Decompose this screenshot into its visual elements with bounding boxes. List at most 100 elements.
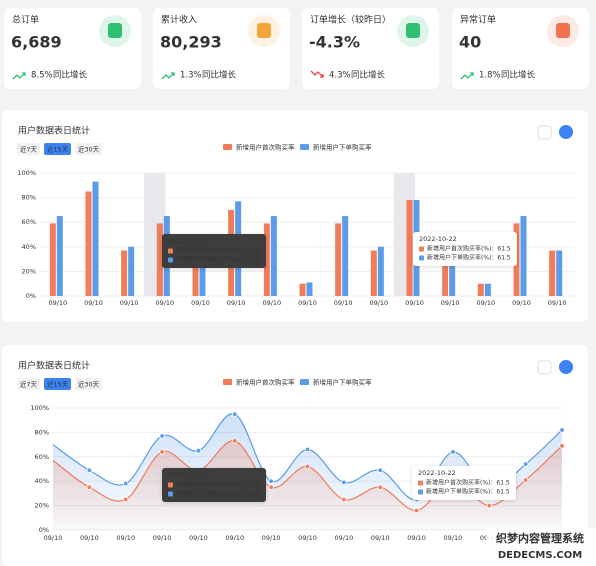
card-change: 1.8% bbox=[479, 71, 501, 81]
point bbox=[559, 427, 565, 433]
chart-title: 用户数据表日统计 bbox=[18, 125, 90, 137]
tab[interactable] bbox=[17, 143, 40, 155]
trend-arrow bbox=[310, 70, 324, 78]
legend-label: 新增用户首次购买率 bbox=[236, 378, 295, 387]
point bbox=[486, 502, 492, 509]
x-tick-label: 09/10 bbox=[153, 534, 172, 542]
tab-label[interactable]: 近15天 bbox=[47, 145, 69, 154]
refresh-btn[interactable] bbox=[559, 360, 573, 374]
tooltip-swatch bbox=[168, 248, 173, 254]
legend-label: 新增用户首次购买率 bbox=[236, 143, 295, 152]
point bbox=[522, 461, 529, 467]
tooltip-row: 新增用户首次购买率(%)：61.5 bbox=[426, 479, 510, 487]
legend-swatch bbox=[223, 379, 232, 385]
y-tick-label: 20% bbox=[35, 502, 49, 510]
card-change-label: 同比增长 bbox=[501, 70, 536, 81]
card-value: 80,293 bbox=[160, 33, 222, 52]
card-title: 累计收入 bbox=[161, 14, 197, 26]
x-tick-label: 09/10 bbox=[334, 299, 353, 307]
tab-label[interactable]: 近15天 bbox=[47, 380, 69, 389]
x-tick-label: 09/10 bbox=[262, 299, 281, 307]
point bbox=[413, 507, 420, 514]
chart-icon-btn[interactable] bbox=[537, 360, 552, 375]
tab-label[interactable]: 近7天 bbox=[20, 145, 38, 154]
bar bbox=[520, 216, 527, 296]
bar bbox=[263, 223, 270, 296]
card-value: 40 bbox=[459, 33, 481, 52]
tooltip-title: 2022-10-22 bbox=[168, 237, 206, 245]
tab[interactable] bbox=[44, 378, 71, 390]
x-tick-label: 09/10 bbox=[120, 299, 139, 307]
bar bbox=[549, 250, 556, 296]
point bbox=[123, 480, 129, 487]
legend-label: 新增用户下单购买率 bbox=[313, 143, 372, 152]
bar bbox=[299, 283, 306, 296]
tab[interactable] bbox=[75, 143, 102, 155]
bar bbox=[92, 181, 99, 296]
point bbox=[268, 484, 274, 490]
point bbox=[377, 467, 383, 473]
tooltip-swatch bbox=[168, 482, 173, 488]
y-tick-label: 0% bbox=[39, 526, 49, 534]
card-title: 异常订单 bbox=[460, 14, 496, 26]
x-tick-label: 09/10 bbox=[371, 534, 390, 542]
card-value: 6,689 bbox=[11, 33, 62, 52]
point bbox=[123, 496, 129, 503]
tab[interactable] bbox=[17, 378, 40, 390]
bar bbox=[121, 250, 128, 296]
card-change-label: 同比增长 bbox=[202, 70, 237, 81]
tooltip-row: 新增用户下单购买率(%)：61.5 bbox=[426, 488, 510, 496]
card-change-label: 同比增长 bbox=[351, 70, 386, 81]
x-tick-label: 09/10 bbox=[84, 299, 103, 307]
tab-label[interactable]: 近7天 bbox=[20, 380, 38, 389]
chart-title: 用户数据表日统计 bbox=[18, 360, 90, 372]
point bbox=[195, 448, 202, 454]
stat-card bbox=[302, 8, 439, 89]
tab[interactable] bbox=[44, 143, 71, 155]
bar bbox=[56, 216, 63, 296]
x-tick-label: 09/10 bbox=[407, 534, 426, 542]
tooltip-title: 2022-10-22 bbox=[168, 471, 206, 479]
y-tick-label: 40% bbox=[22, 243, 36, 251]
stat-card bbox=[452, 8, 589, 89]
y-tick-label: 100% bbox=[17, 169, 36, 177]
stat-card bbox=[4, 8, 141, 89]
bar bbox=[477, 283, 484, 296]
tooltip-swatch bbox=[418, 489, 423, 495]
card-value: -4.3% bbox=[309, 33, 360, 52]
card-icon bbox=[257, 23, 271, 38]
bar bbox=[449, 259, 456, 296]
refresh-btn[interactable] bbox=[559, 125, 573, 139]
area bbox=[53, 440, 562, 530]
point bbox=[341, 479, 347, 486]
card-icon bbox=[556, 23, 570, 38]
x-tick-label: 09/10 bbox=[227, 299, 246, 307]
x-tick-label: 09/10 bbox=[80, 534, 99, 542]
legend-label: 新增用户下单购买率 bbox=[313, 378, 372, 387]
point bbox=[159, 449, 165, 455]
bar bbox=[442, 259, 449, 296]
tooltip-swatch bbox=[419, 246, 424, 252]
point bbox=[377, 484, 383, 490]
x-tick-label: 09/10 bbox=[298, 299, 317, 307]
point bbox=[86, 484, 93, 490]
tab-label[interactable]: 近30天 bbox=[78, 145, 100, 154]
tooltip bbox=[413, 232, 517, 266]
x-tick-label: 09/10 bbox=[476, 299, 495, 307]
x-tick-label: 09/10 bbox=[548, 299, 567, 307]
bar bbox=[484, 283, 491, 296]
x-tick-label: 09/10 bbox=[298, 534, 317, 542]
card-change: 1.3% bbox=[180, 71, 202, 81]
tab[interactable] bbox=[75, 378, 102, 390]
point bbox=[304, 446, 311, 453]
bar bbox=[406, 200, 413, 296]
bar bbox=[306, 282, 313, 296]
x-tick-label: 09/10 bbox=[48, 299, 67, 307]
point bbox=[232, 411, 238, 417]
tab-label[interactable]: 近30天 bbox=[78, 380, 100, 389]
x-tick-label: 09/10 bbox=[155, 299, 174, 307]
tooltip-row: 新增用户下单购买率(%)：61.5 bbox=[427, 254, 511, 262]
y-tick-label: 80% bbox=[22, 194, 36, 202]
chart-icon-btn[interactable] bbox=[537, 125, 552, 140]
